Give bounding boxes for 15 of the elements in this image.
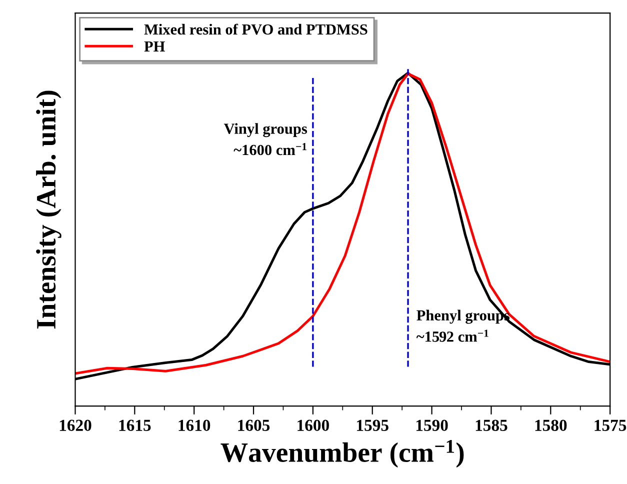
x-tick-label: 1600 [298,420,329,431]
x-tick-label: 1595 [357,420,388,431]
x-tick-label: 1605 [238,420,270,431]
x-axis-title: Wavenumber (cm$^{−1}$) [220,440,464,468]
x-tick-label: 1585 [476,420,508,431]
x-tick-label: 1620 [60,420,92,431]
x-tick-label: 1615 [119,420,151,431]
legend-label: PH [144,41,165,52]
x-tick-label: 1575 [594,420,626,431]
y-axis-title: Intensity (Arb. unit) [36,90,62,329]
x-tick-label: 1590 [416,420,448,431]
ref-line-label: Vinyl groups ~1600 cm$^{−1}$ [224,123,308,156]
x-tick-label: 1610 [178,420,210,431]
x-tick-label: 1580 [535,420,567,431]
legend-label: Mixed resin of PVO and PTDMSS [144,24,368,35]
